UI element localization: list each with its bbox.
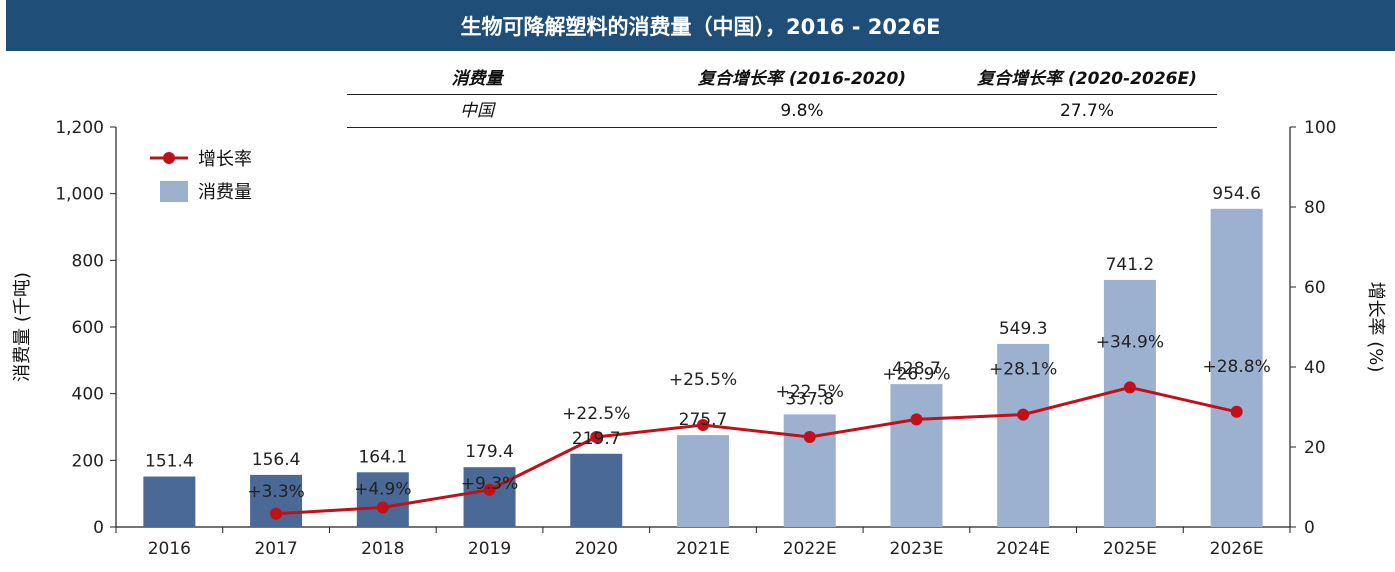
legend-label-growth: 增长率	[198, 149, 252, 170]
growth-rate-point	[1230, 405, 1243, 418]
x-tick-label: 2020	[575, 539, 618, 559]
cagr-divider-bottom	[347, 127, 1217, 128]
growth-rate-point	[910, 413, 923, 426]
growth-value-label: +9.3%	[461, 474, 518, 494]
x-tick-label: 2024E	[996, 539, 1050, 559]
cagr-header-2016-2020: 复合增长率 (2016-2020)	[697, 69, 907, 89]
y-tick-label: 400	[72, 385, 104, 405]
growth-value-label: +25.5%	[669, 370, 737, 390]
growth-value-label: +4.9%	[354, 479, 411, 499]
bar-consumption	[463, 467, 516, 527]
growth-value-label: +28.8%	[1203, 357, 1271, 377]
x-tick-label: 2023E	[889, 539, 943, 559]
bar-value-label: 428.7	[892, 359, 941, 379]
cagr-header-2020-2026: 复合增长率 (2020-2026E)	[977, 69, 1197, 89]
y2-tick-label: 60	[1304, 278, 1326, 298]
chart-title-bar: 生物可降解塑料的消费量（中国），2016 - 2026E	[6, 0, 1395, 51]
growth-rate-point	[376, 501, 389, 514]
bar-value-label: 549.3	[999, 319, 1048, 339]
bar-value-label: 337.8	[785, 389, 834, 409]
y-axis-title: 消费量 (千吨)	[12, 272, 33, 382]
bar-value-label: 741.2	[1106, 255, 1155, 275]
growth-rate-point	[590, 431, 603, 443]
x-tick-label: 2026E	[1210, 539, 1264, 559]
y2-tick-label: 40	[1304, 358, 1326, 378]
bar-consumption	[570, 453, 623, 527]
y-tick-label: 600	[72, 318, 104, 338]
legend-label-consumption: 消费量	[198, 182, 252, 203]
y-tick-label: 200	[72, 451, 104, 471]
bar-value-label: 151.4	[145, 452, 194, 472]
bar-value-label: 179.4	[465, 442, 514, 462]
y2-tick-label: 80	[1304, 198, 1326, 218]
legend-bar-swatch	[160, 181, 188, 202]
y2-tick-label: 100	[1304, 118, 1336, 138]
bar-value-label: 954.6	[1212, 184, 1261, 204]
growth-rate-point	[1017, 408, 1030, 421]
cagr-divider-top	[347, 94, 1217, 95]
growth-rate-point	[697, 419, 709, 431]
bar-consumption	[143, 476, 196, 527]
growth-rate-point	[270, 507, 283, 520]
growth-rate-point	[483, 483, 496, 496]
bar-value-label: 219.7	[572, 429, 621, 449]
bar-value-label: 275.7	[679, 410, 728, 430]
cagr-table: 消费量 复合增长率 (2016-2020) 复合增长率 (2020-2026E)…	[347, 64, 1217, 128]
cagr-header-consumption: 消费量	[451, 69, 503, 89]
growth-rate-point	[1123, 381, 1136, 394]
y-tick-label: 1,000	[55, 185, 104, 205]
x-tick-label: 2025E	[1103, 539, 1157, 559]
bar-consumption	[890, 384, 943, 527]
cagr-region: 中国	[460, 101, 494, 121]
bar-consumption	[997, 343, 1050, 527]
growth-value-label: +28.1%	[989, 360, 1057, 380]
growth-rate-point	[803, 431, 816, 443]
y-tick-label: 1,200	[55, 118, 104, 138]
chart-title: 生物可降解塑料的消费量（中国），2016 - 2026E	[460, 14, 941, 39]
bar-consumption	[1210, 208, 1263, 528]
x-tick-label: 2016	[148, 539, 191, 559]
growth-value-label: +34.9%	[1096, 332, 1164, 352]
growth-value-label: +26.9%	[882, 364, 950, 384]
x-tick-label: 2018	[361, 539, 404, 559]
y2-tick-label: 20	[1304, 438, 1326, 458]
bar-consumption	[356, 472, 409, 527]
y2-tick-label: 0	[1304, 518, 1315, 538]
growth-value-label: +3.3%	[247, 482, 304, 502]
cagr-value-2016-2020: 9.8%	[780, 101, 824, 121]
legend-line-marker	[163, 152, 175, 164]
bar-consumption	[1103, 279, 1156, 527]
y2-axis-title: 增长率 (%)	[1365, 282, 1386, 373]
x-tick-label: 2021E	[676, 539, 730, 559]
x-tick-label: 2017	[254, 539, 297, 559]
bar-value-label: 156.4	[252, 450, 301, 470]
growth-value-label: +22.5%	[776, 382, 844, 402]
bar-value-label: 164.1	[358, 447, 407, 467]
y-tick-label: 0	[93, 518, 104, 538]
growth-value-label: +22.5%	[562, 404, 630, 424]
x-tick-label: 2022E	[783, 539, 837, 559]
x-tick-label: 2019	[468, 539, 511, 559]
y-tick-label: 800	[72, 251, 104, 271]
bar-consumption	[677, 435, 729, 527]
growth-rate-line	[276, 385, 1237, 516]
cagr-value-2020-2026: 27.7%	[1059, 101, 1114, 121]
